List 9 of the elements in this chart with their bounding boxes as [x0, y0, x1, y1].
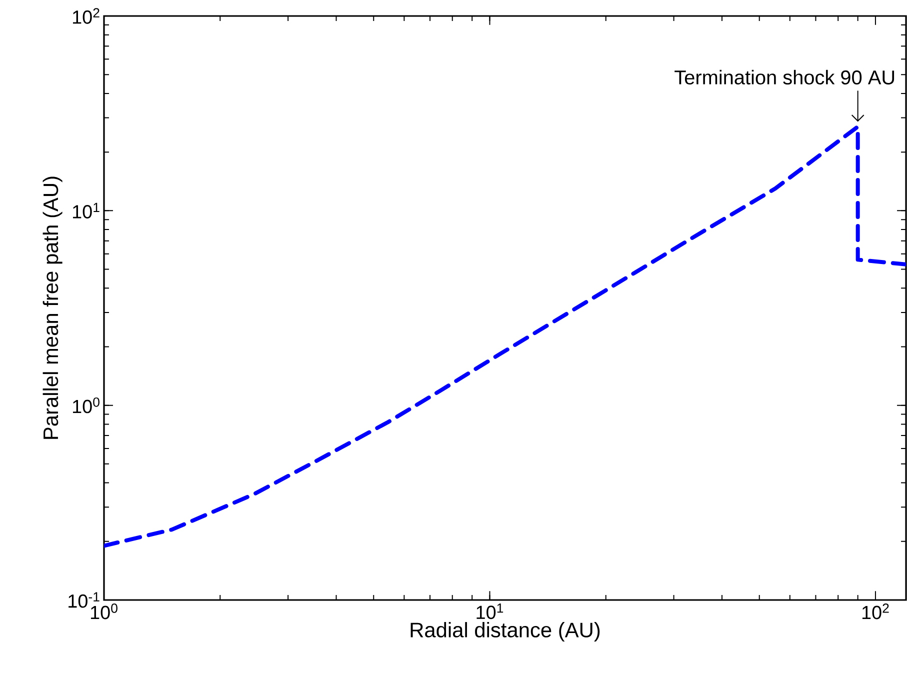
- x-tick-label: 10$^{1}$: [476, 604, 504, 620]
- y-tick-label: 10$^{1}$: [72, 202, 100, 218]
- x-axis-title: Radial distance (AU): [410, 622, 600, 642]
- y-tick-label: 10$^{0}$: [72, 397, 100, 414]
- annotation: Termination shock 90 AU: [674, 70, 894, 84]
- y-tick-label: 10$^{2}$: [72, 8, 100, 24]
- x-tick-label: 10$^{2}$: [862, 604, 889, 620]
- y-axis-title: Parallel mean free path (AU): [42, 176, 62, 439]
- x-tick-label: 10$^{0}$: [90, 604, 118, 620]
